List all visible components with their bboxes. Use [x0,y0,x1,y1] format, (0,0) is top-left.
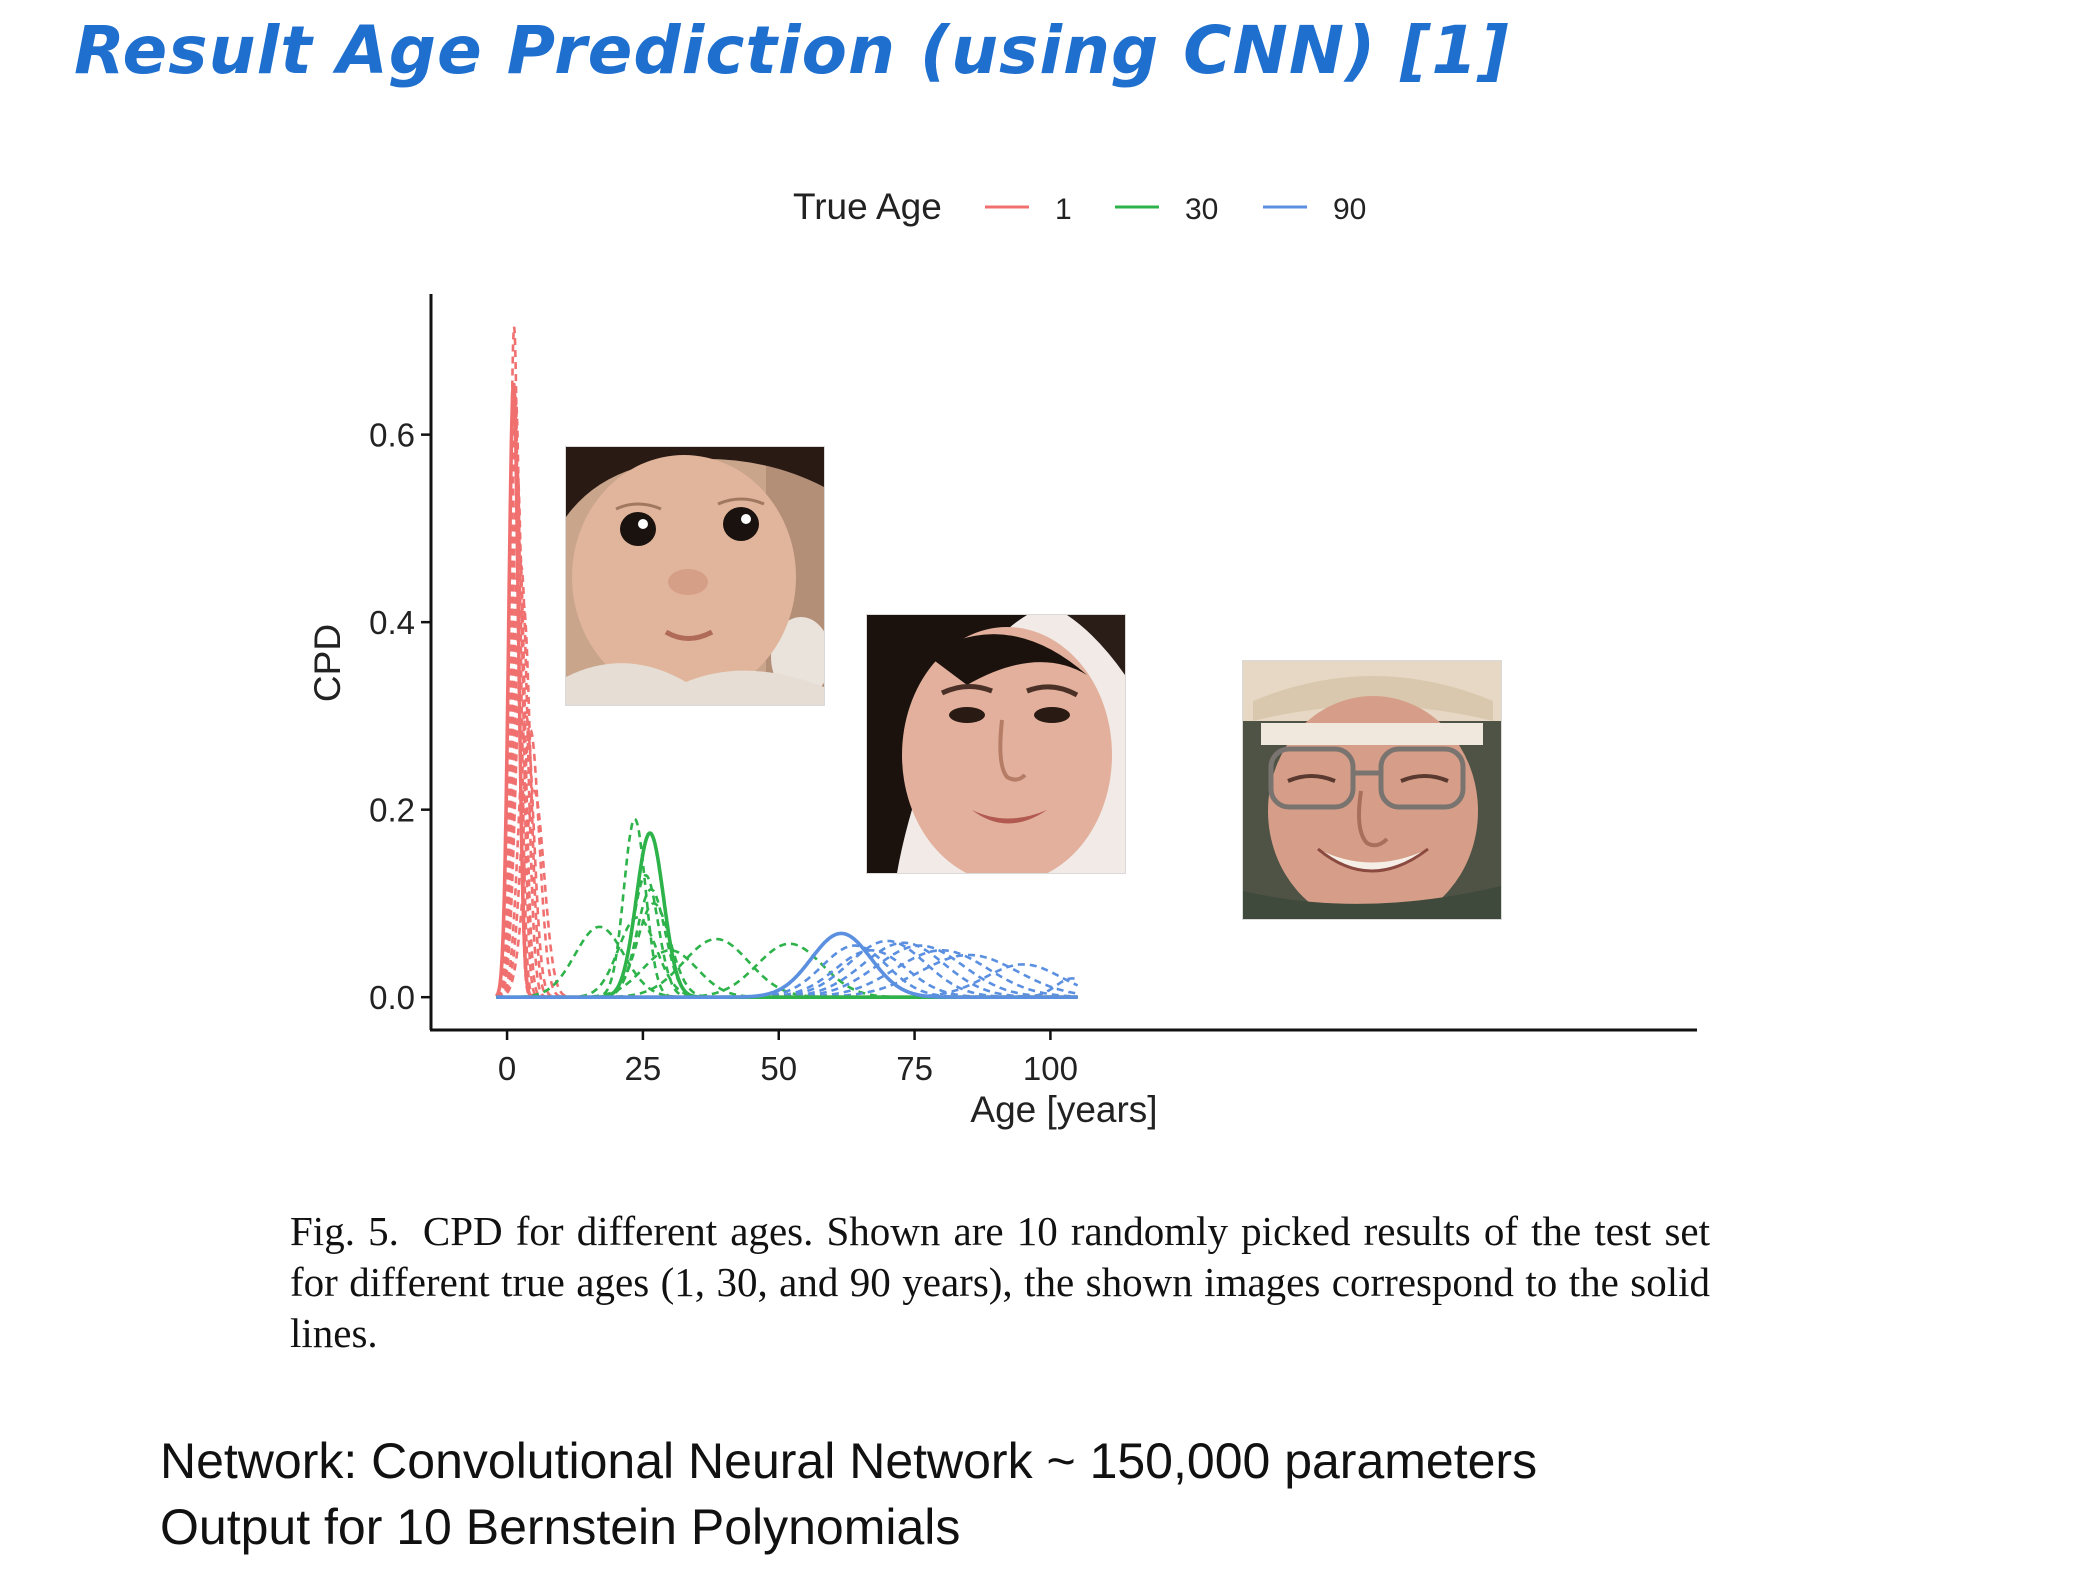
legend-entry-30: 30 [1115,193,1218,226]
y-axis-label: CPD [307,624,348,702]
series-30-dashed-curve-2 [496,873,1078,999]
x-tick-label-75: 75 [896,1050,933,1087]
y-tick-label-0: 0.0 [369,979,415,1016]
legend-label-30: 30 [1185,193,1218,226]
output-note: Output for 10 Bernstein Polynomials [160,1499,961,1555]
baby-face-photo [565,446,825,706]
series-30-dashed-curve-3 [496,888,1078,999]
chart-legend: True Age 1 30 90 [793,186,1366,227]
y-tick-label-3: 0.6 [369,417,415,454]
series-30-dashed-curve-6 [496,916,1078,999]
woman-face-photo [866,614,1126,874]
legend-title: True Age [793,186,942,227]
legend-label-1: 1 [1055,193,1072,226]
x-tick-label-25: 25 [625,1050,662,1087]
legend-entry-1: 1 [985,193,1072,226]
x-tick-label-100: 100 [1023,1050,1078,1087]
series-90-solid-curve [496,931,1078,999]
figure-label: Fig. 5. [290,1208,399,1254]
series-30-dashed-curve-7 [496,937,1078,999]
y-tick-label-2: 0.4 [369,604,415,641]
legend-entries: 1 30 90 [985,193,1366,226]
cpd-chart: True Age 1 30 90 0 25 50 75 100 0.0 0.2 0.4 0.6 A… [307,186,1697,1130]
figure-caption: Fig. 5. CPD for different ages. Shown are… [290,1206,1710,1359]
network-note: Network: Convolutional Neural Network ~ … [160,1433,1538,1489]
figure-caption-text: CPD for different ages. Shown are 10 ran… [290,1208,1710,1356]
old-man-face-photo [1242,660,1502,920]
x-ticks: 0 25 50 75 100 [498,1030,1078,1087]
x-axis-label: Age [years] [970,1089,1157,1130]
y-ticks: 0.0 0.2 0.4 0.6 [369,417,431,1016]
plot-area: 0 25 50 75 100 0.0 0.2 0.4 0.6 Age [years] CPD [307,294,1697,1130]
y-tick-label-1: 0.2 [369,792,415,829]
slide-title: Result Age Prediction (using CNN) [1] [74,12,1510,89]
curves-group [494,326,1079,999]
legend-entry-90: 90 [1263,193,1366,226]
x-tick-label-0: 0 [498,1050,516,1087]
x-tick-label-50: 50 [760,1050,797,1087]
legend-label-90: 90 [1333,193,1366,226]
